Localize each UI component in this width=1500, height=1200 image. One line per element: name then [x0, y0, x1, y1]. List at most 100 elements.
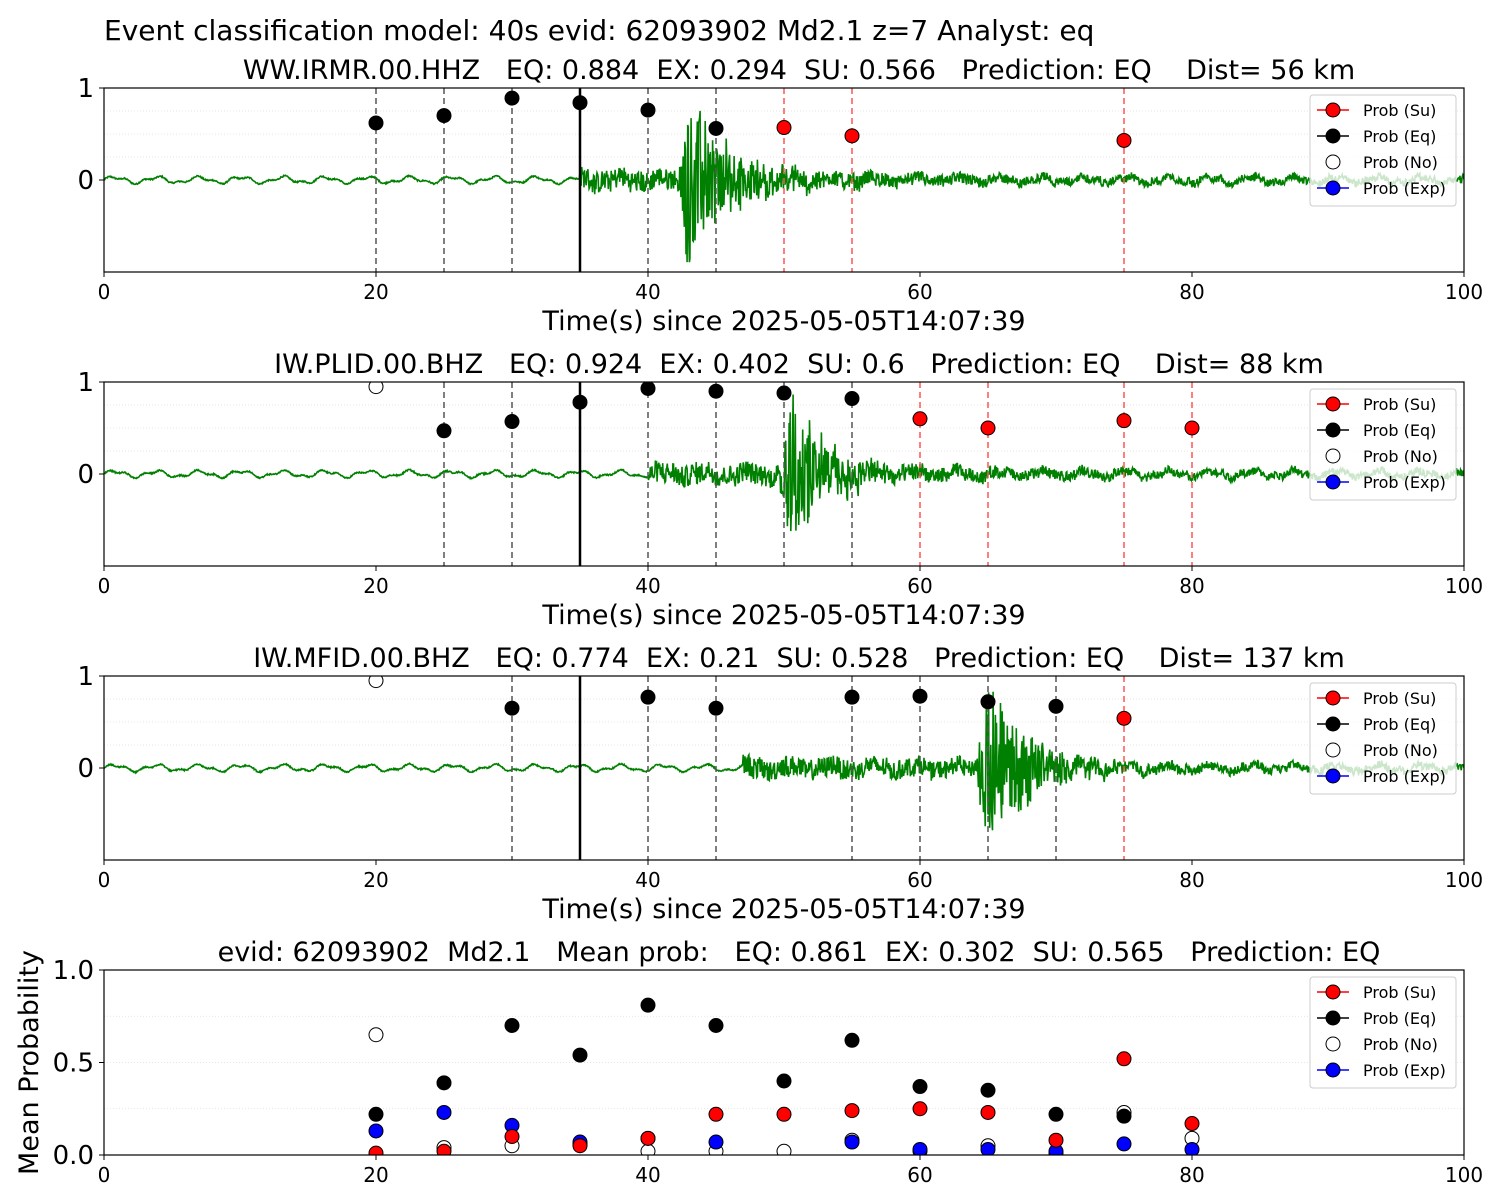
- chart-panel-4: 0 20 40 60 80 100 1.0 0.5 0.0 evid: 62093902 Md2.…: [14, 937, 1483, 1187]
- mean-prob-point: [1048, 1132, 1064, 1148]
- legend-box: [1309, 976, 1457, 1089]
- legend-marker: [1325, 474, 1341, 490]
- prob-point-su: [980, 420, 996, 436]
- x-tick-label: 60: [907, 868, 932, 892]
- x-tick-label: 20: [363, 1163, 388, 1187]
- x-tick-label: 100: [1445, 280, 1483, 304]
- mean-prob-point: [504, 1018, 520, 1033]
- legend-marker: [1325, 1036, 1341, 1052]
- x-tick-label: 20: [363, 280, 388, 304]
- prob-point-eq: [912, 688, 928, 704]
- prob-point-no: [368, 382, 384, 395]
- mean-prob-point: [708, 1018, 724, 1033]
- mean-prob-point: [504, 1129, 520, 1144]
- legend: Prob (Su) Prob (Eq) Prob (No) Prob (Exp): [1309, 682, 1457, 795]
- legend-label: Prob (Eq): [1363, 715, 1436, 734]
- prob-point-eq: [980, 694, 996, 710]
- x-axis-label: Time(s) since 2025-05-05T14:07:39: [541, 894, 1025, 925]
- y-tick-label: 0: [77, 754, 94, 784]
- mean-prob-point: [844, 1134, 860, 1150]
- x-axis-label: Time(s) since 2025-05-05T14:07:39: [541, 600, 1025, 631]
- prob-point-eq: [504, 700, 520, 716]
- panel-title: IW.PLID.00.BHZ EQ: 0.924 EX: 0.402 SU: 0…: [274, 349, 1324, 380]
- plot-area: [368, 997, 1200, 1155]
- y-tick-label: 1: [77, 662, 94, 692]
- legend-label: Prob (Su): [1363, 983, 1436, 1002]
- prob-point-eq: [776, 385, 792, 401]
- mean-prob-point: [640, 1130, 656, 1146]
- mean-prob-point: [368, 1123, 384, 1139]
- legend-marker: [1325, 396, 1341, 412]
- y-tick-label: 0.5: [53, 1049, 94, 1079]
- mean-prob-point: [1184, 1116, 1200, 1132]
- mean-prob-point: [912, 1079, 928, 1095]
- mean-prob-point: [708, 1106, 724, 1122]
- y-axis-label: Mean Probability: [14, 950, 45, 1175]
- legend-label: Prob (No): [1363, 1035, 1438, 1054]
- x-tick-label: 0: [98, 868, 111, 892]
- x-tick-label: 40: [635, 280, 660, 304]
- legend-label: Prob (Exp): [1363, 473, 1446, 492]
- x-tick-label: 20: [363, 868, 388, 892]
- panel-title: WW.IRMR.00.HHZ EQ: 0.884 EX: 0.294 SU: 0…: [243, 55, 1355, 86]
- legend: Prob (Su) Prob (Eq) Prob (No) Prob (Exp): [1309, 976, 1457, 1089]
- panel-title: IW.MFID.00.BHZ EQ: 0.774 EX: 0.21 SU: 0.…: [253, 643, 1345, 674]
- y-tick-label: 0: [77, 166, 94, 196]
- legend-marker: [1325, 1062, 1341, 1078]
- legend-marker: [1325, 180, 1341, 196]
- x-tick-label: 40: [635, 868, 660, 892]
- mean-prob-point: [980, 1082, 996, 1098]
- mean-prob-point: [980, 1141, 996, 1155]
- legend-label: Prob (Exp): [1363, 767, 1446, 786]
- mean-prob-point: [436, 1104, 452, 1120]
- legend-label: Prob (Exp): [1363, 179, 1446, 198]
- prob-point-eq: [708, 383, 724, 399]
- prob-point-eq: [572, 95, 588, 111]
- legend-marker: [1325, 422, 1341, 438]
- prob-point-su: [1184, 420, 1200, 436]
- mean-prob-point: [436, 1143, 452, 1155]
- x-tick-label: 80: [1179, 280, 1204, 304]
- x-tick-label: 100: [1445, 868, 1483, 892]
- legend-marker: [1325, 690, 1341, 706]
- plot-area: [104, 676, 1464, 860]
- prob-point-eq: [504, 90, 520, 106]
- x-tick-label: 80: [1179, 574, 1204, 598]
- mean-prob-point: [572, 1138, 588, 1154]
- mean-prob-point: [368, 1145, 384, 1155]
- legend-label: Prob (Eq): [1363, 127, 1436, 146]
- prob-point-su: [1116, 413, 1132, 429]
- legend: Prob (Su) Prob (Eq) Prob (No) Prob (Exp): [1309, 94, 1457, 207]
- mean-prob-point: [1184, 1141, 1200, 1155]
- plot-area: [104, 88, 1464, 272]
- legend-label: Prob (Su): [1363, 689, 1436, 708]
- legend-label: Prob (Eq): [1363, 1009, 1436, 1028]
- chart-panel-2: 0 20 40 60 80 100 1 0 IW.PLID.00.BHZ EQ: 0.924 E…: [77, 349, 1483, 631]
- legend-box: [1309, 388, 1457, 501]
- plot-area: [104, 382, 1464, 566]
- mean-prob-point: [980, 1104, 996, 1120]
- waveform-trace: [104, 691, 1464, 831]
- legend-box: [1309, 94, 1457, 207]
- mean-prob-point: [776, 1143, 792, 1155]
- y-tick-label: 1: [77, 74, 94, 104]
- mean-prob-point: [776, 1106, 792, 1122]
- mean-prob-point: [776, 1073, 792, 1089]
- x-tick-label: 100: [1445, 1163, 1483, 1187]
- chart-panel-3: 0 20 40 60 80 100 1 0 IW.MFID.00.BHZ EQ: 0.774 E…: [77, 643, 1483, 925]
- x-tick-label: 0: [98, 280, 111, 304]
- mean-prob-point: [844, 1032, 860, 1048]
- x-axis-label: Time(s) since 2025-05-05T14:07:39: [541, 306, 1025, 337]
- prob-point-su: [1116, 710, 1132, 726]
- prob-point-eq: [640, 382, 656, 396]
- legend-label: Prob (Su): [1363, 101, 1436, 120]
- legend-marker: [1325, 128, 1341, 144]
- prob-point-eq: [368, 115, 384, 131]
- legend-label: Prob (No): [1363, 741, 1438, 760]
- legend-marker: [1325, 984, 1341, 1000]
- prob-point-su: [776, 120, 792, 136]
- legend-label: Prob (No): [1363, 447, 1438, 466]
